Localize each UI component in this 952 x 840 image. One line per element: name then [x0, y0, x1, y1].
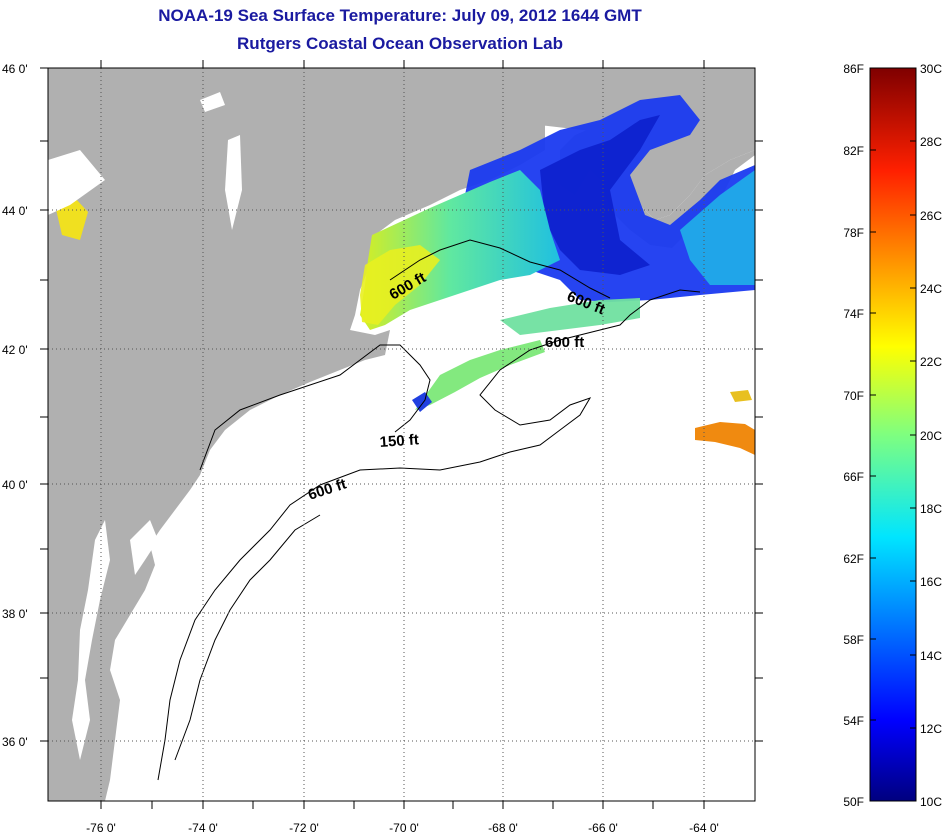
- land-mass: [48, 68, 755, 801]
- sst-southern-flank: [415, 340, 545, 410]
- lon-label: -66 0': [588, 821, 618, 835]
- colorbar-c-label: 28C: [920, 135, 942, 149]
- map-frame: [47, 67, 756, 802]
- colorbar-f-label: 86F: [843, 62, 864, 76]
- colorbar-c-label: 14C: [920, 649, 942, 663]
- colorbar-f-label: 70F: [843, 389, 864, 403]
- inland-lake: [200, 92, 225, 112]
- sst-warm-patch-small: [730, 390, 752, 402]
- colorbar-c-label: 12C: [920, 722, 942, 736]
- lon-label: -64 0': [689, 821, 719, 835]
- sst-coldest-band: [540, 115, 660, 275]
- colorbar-f-label: 78F: [843, 226, 864, 240]
- lon-label: -74 0': [188, 821, 218, 835]
- inland-lake: [48, 150, 105, 215]
- contour-label: 600 ft: [545, 334, 584, 351]
- colorbar-c-label: 26C: [920, 209, 942, 223]
- colorbar: [869, 67, 917, 802]
- lat-label: 42 0': [2, 343, 28, 357]
- contour-600ft-gulf: [389, 239, 611, 299]
- delaware-bay: [130, 520, 158, 575]
- lon-label: -76 0': [86, 821, 116, 835]
- lat-label: 40 0': [2, 478, 28, 492]
- lat-label: 44 0': [2, 204, 28, 218]
- colorbar-c-label: 22C: [920, 355, 942, 369]
- map-title: NOAA-19 Sea Surface Temperature: July 09…: [158, 6, 642, 25]
- colorbar-f-label: 74F: [843, 307, 864, 321]
- colorbar-c-label: 30C: [920, 62, 942, 76]
- colorbar-c-label: 16C: [920, 575, 942, 589]
- colorbar-f-label: 50F: [843, 795, 864, 809]
- sst-shelf-east: [680, 170, 755, 285]
- lat-label: 36 0': [2, 735, 28, 749]
- contour-150ft: [199, 344, 431, 471]
- lon-label: -72 0': [289, 821, 319, 835]
- colorbar-ticks: [870, 140, 916, 729]
- lon-label: -68 0': [488, 821, 518, 835]
- lon-label: -70 0': [389, 821, 419, 835]
- contour-600ft: [157, 289, 701, 781]
- sst-lake-warm: [55, 198, 88, 240]
- map-subtitle: Rutgers Coastal Ocean Observation Lab: [237, 34, 563, 53]
- lat-label: 46 0': [2, 62, 28, 76]
- colorbar-f-label: 82F: [843, 144, 864, 158]
- contour-label: 150 ft: [379, 431, 419, 451]
- colorbar-c-label: 24C: [920, 282, 942, 296]
- colorbar-f-label: 62F: [843, 552, 864, 566]
- colorbar-c-label: 10C: [920, 795, 942, 809]
- colorbar-c-label: 20C: [920, 429, 942, 443]
- inland-lake: [225, 135, 242, 230]
- sst-georges-band: [500, 298, 640, 335]
- colorbar-c-label: 18C: [920, 502, 942, 516]
- colorbar-f-label: 66F: [843, 470, 864, 484]
- lat-label: 38 0': [2, 607, 28, 621]
- colorbar-f-label: 58F: [843, 633, 864, 647]
- sst-warm-coastal: [360, 245, 440, 325]
- contour-shelf-edge: [174, 514, 321, 761]
- sst-gulf-stream-patch: [695, 422, 755, 455]
- sst-cold-patch: [412, 392, 432, 412]
- nova-scotia-land: [590, 108, 755, 220]
- axis-ticks: [40, 60, 763, 809]
- colorbar-f-label: 54F: [843, 714, 864, 728]
